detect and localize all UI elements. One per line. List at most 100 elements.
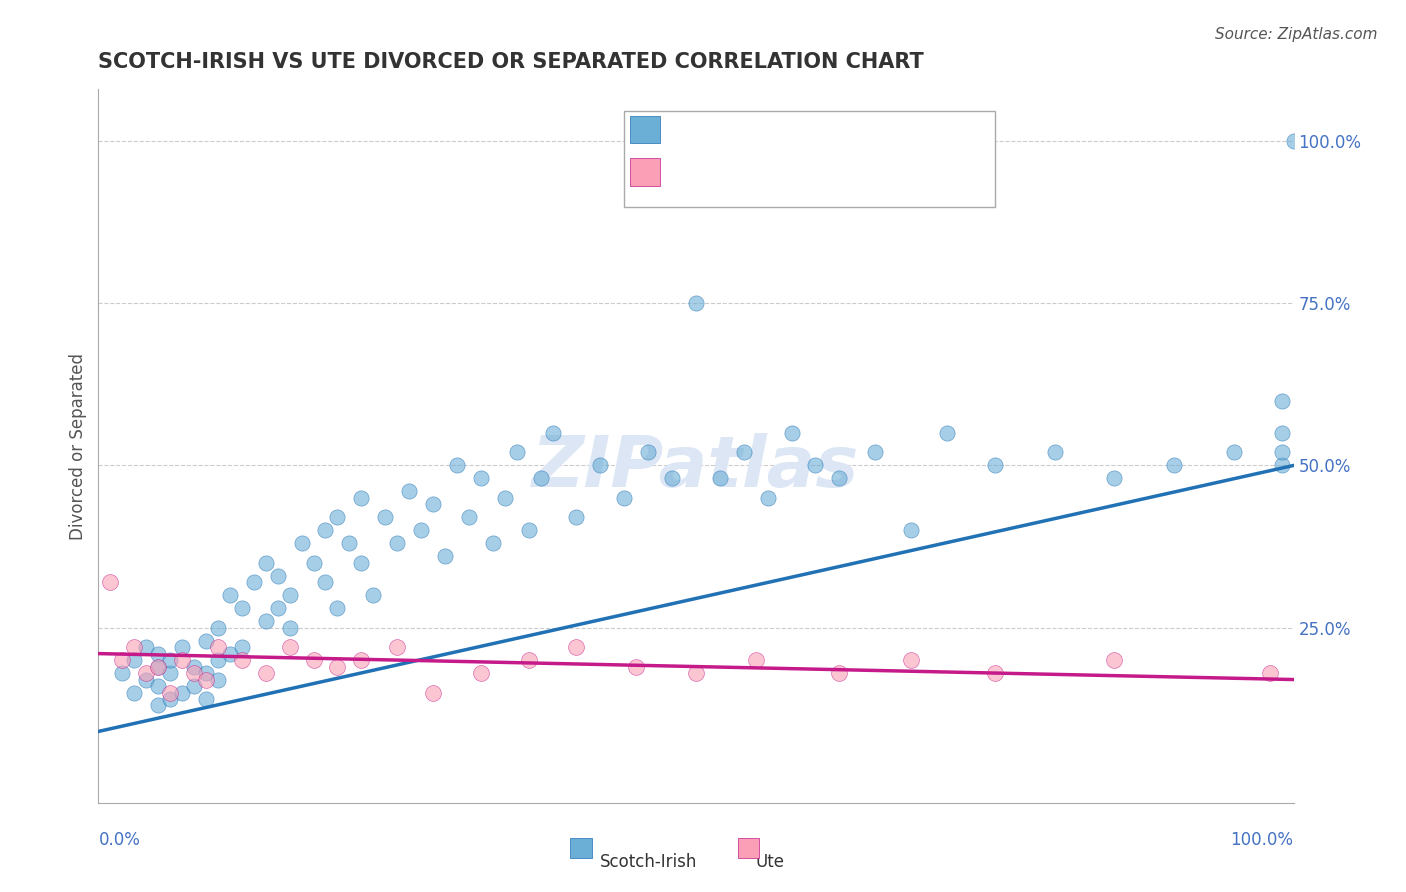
Point [470,666,492,681]
Point [363,588,385,602]
Point [243,575,266,590]
Point [148,698,170,713]
Point [828,666,851,681]
Point [326,510,349,524]
Point [517,653,540,667]
Point [350,556,373,570]
Point [207,621,229,635]
Point [541,425,564,440]
Point [565,510,588,524]
Point [183,679,205,693]
Point [589,458,612,473]
Point [159,653,181,667]
Point [98,575,122,590]
Point [517,524,540,538]
Point [434,549,457,564]
Point [828,471,851,485]
Point [481,536,505,550]
Point [172,640,194,654]
Point [661,471,683,485]
Point [183,659,205,673]
Point [470,471,492,485]
Bar [738,838,759,858]
Point [422,497,444,511]
Point [685,666,707,681]
Point [254,666,277,681]
Point [1271,425,1294,440]
FancyBboxPatch shape [624,111,995,207]
Point [1282,134,1305,148]
Point [148,659,170,673]
Point [183,666,205,681]
Point [207,640,229,654]
Point [207,653,229,667]
Point [254,556,277,570]
Text: Ute: Ute [756,853,785,871]
Text: R =  0.451   N = 83: R = 0.451 N = 83 [666,114,842,132]
Point [326,601,349,615]
Point [159,692,181,706]
Point [111,653,134,667]
Point [745,653,768,667]
Text: 0.0%: 0.0% [98,831,141,849]
Point [900,524,922,538]
Text: 100.0%: 100.0% [1230,831,1294,849]
Point [207,673,229,687]
Point [148,679,170,693]
Point [339,536,361,550]
Point [254,614,277,628]
Point [219,588,242,602]
Point [733,445,755,459]
Point [278,621,301,635]
Point [374,510,396,524]
Point [398,484,420,499]
Point [865,445,887,459]
Point [231,640,253,654]
Point [302,556,325,570]
Point [172,653,194,667]
Text: Source: ZipAtlas.com: Source: ZipAtlas.com [1215,27,1378,42]
Point [1223,445,1246,459]
Point [135,673,157,687]
Point [315,575,337,590]
Point [709,471,731,485]
Text: SCOTCH-IRISH VS UTE DIVORCED OR SEPARATED CORRELATION CHART: SCOTCH-IRISH VS UTE DIVORCED OR SEPARATE… [98,53,924,72]
Point [195,692,218,706]
Point [195,673,218,687]
Point [231,653,253,667]
Text: ZIPatlas: ZIPatlas [533,433,859,502]
Point [159,685,181,699]
Point [530,471,553,485]
Point [900,653,922,667]
Point [685,296,707,310]
Point [637,445,659,459]
Point [422,685,444,699]
Text: Scotch-Irish: Scotch-Irish [600,853,697,871]
Point [804,458,827,473]
Point [231,601,253,615]
Point [385,536,409,550]
Point [411,524,433,538]
Text: R = -0.180   N = 29: R = -0.180 N = 29 [666,157,842,175]
Point [1258,666,1281,681]
Point [135,666,157,681]
Point [135,640,157,654]
Point [111,666,134,681]
Point [936,425,959,440]
Point [1271,393,1294,408]
Point [172,685,194,699]
Point [1271,458,1294,473]
Point [124,653,146,667]
Point [278,640,301,654]
Point [278,588,301,602]
Point [195,666,218,681]
Point [756,491,779,505]
Point [291,536,314,550]
Point [565,640,588,654]
Point [506,445,529,459]
Bar [571,838,592,858]
Point [446,458,468,473]
Point [385,640,409,654]
Point [159,666,181,681]
Point [350,653,373,667]
